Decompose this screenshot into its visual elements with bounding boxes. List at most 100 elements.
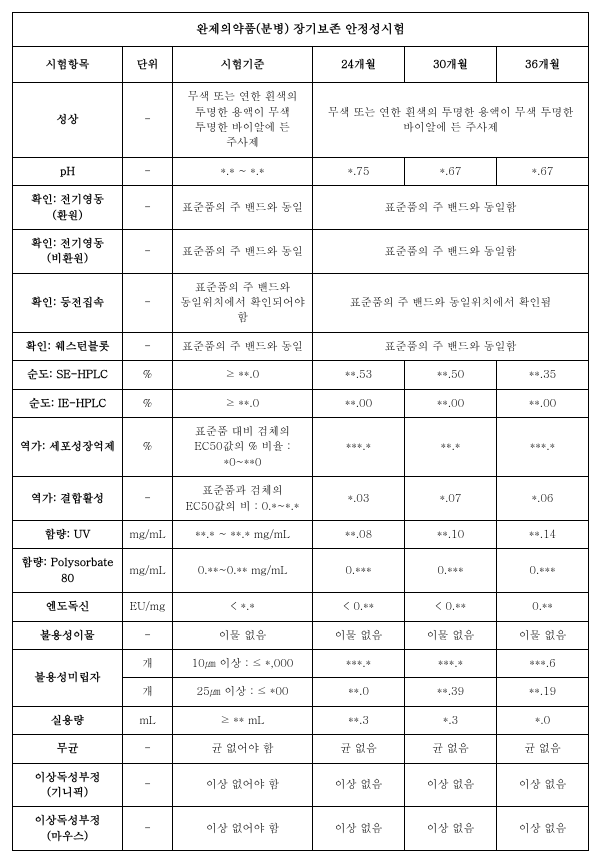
cell-30m: 이상 없음 bbox=[405, 807, 497, 851]
cell-unit: 개 bbox=[123, 649, 173, 677]
cell-30m: *.3 bbox=[405, 706, 497, 734]
cell-unit: - bbox=[123, 186, 173, 230]
cell-criteria: *.* ~ *.* bbox=[173, 157, 313, 185]
row-label: 확인: 전기영동(환원) bbox=[13, 186, 123, 230]
cell-36m: 이상 없음 bbox=[497, 807, 589, 851]
cell-criteria: 이물 없음 bbox=[173, 621, 313, 649]
cell-unit: - bbox=[123, 735, 173, 763]
cell-criteria: 표준품과 검체의 EC50값의 비 : 0.*~*.* bbox=[173, 477, 313, 521]
cell-unit: - bbox=[123, 83, 173, 158]
cell-30m: **.* bbox=[405, 418, 497, 477]
cell-criteria: 이상 없어야 함 bbox=[173, 763, 313, 807]
row-label: 불용성미립자 bbox=[13, 649, 123, 706]
cell-24m: *.75 bbox=[313, 157, 405, 185]
cell-unit: - bbox=[123, 807, 173, 851]
cell-36m: **.00 bbox=[497, 389, 589, 417]
row-label: 성상 bbox=[13, 83, 123, 158]
cell-24m: ***.* bbox=[313, 649, 405, 677]
cell-criteria: ≥ **.0 bbox=[173, 361, 313, 389]
cell-24m: **.08 bbox=[313, 521, 405, 549]
cell-24m: 균 없음 bbox=[313, 735, 405, 763]
cell-36m: 균 없음 bbox=[497, 735, 589, 763]
row-label: 순도: IE-HPLC bbox=[13, 389, 123, 417]
cell-criteria: ≥ ** mL bbox=[173, 706, 313, 734]
cell-merged: 무색 또는 연한 흰색의 투명한 용액이 무색 투명한 바이알에 든 주사제 bbox=[313, 83, 589, 158]
cell-24m: **.00 bbox=[313, 389, 405, 417]
header-unit: 단위 bbox=[123, 46, 173, 82]
table-row: 불용성이물 - 이물 없음 이물 없음 이물 없음 이물 없음 bbox=[13, 621, 589, 649]
cell-criteria: 표준품의 주 밴드와 동일 bbox=[173, 229, 313, 273]
row-label: 실용량 bbox=[13, 706, 123, 734]
row-label: 순도: SE-HPLC bbox=[13, 361, 123, 389]
row-label: 함량: UV bbox=[13, 521, 123, 549]
cell-merged: 표준품의 주 밴드와 동일함 bbox=[313, 229, 589, 273]
table-row: 무균 - 균 없어야 함 균 없음 균 없음 균 없음 bbox=[13, 735, 589, 763]
cell-24m: **.0 bbox=[313, 678, 405, 706]
cell-30m: 이물 없음 bbox=[405, 621, 497, 649]
cell-24m: 이물 없음 bbox=[313, 621, 405, 649]
row-label: 이상독성부정 (기니픽) bbox=[13, 763, 123, 807]
cell-merged: 표준품의 주 밴드와 동일위치에서 확인됨 bbox=[313, 273, 589, 332]
cell-unit: - bbox=[123, 621, 173, 649]
row-label: 엔도독신 bbox=[13, 593, 123, 621]
header-24m: 24개월 bbox=[313, 46, 405, 82]
cell-30m: 이상 없음 bbox=[405, 763, 497, 807]
cell-30m: *.07 bbox=[405, 477, 497, 521]
cell-36m: *.06 bbox=[497, 477, 589, 521]
cell-unit: % bbox=[123, 361, 173, 389]
cell-36m: **.19 bbox=[497, 678, 589, 706]
table-row: pH - *.* ~ *.* *.75 *.67 *.67 bbox=[13, 157, 589, 185]
table-row: 순도: SE-HPLC % ≥ **.0 **.53 **.50 **.35 bbox=[13, 361, 589, 389]
row-label: 무균 bbox=[13, 735, 123, 763]
cell-unit: mg/mL bbox=[123, 549, 173, 593]
table-row: 확인: 전기영동(환원) - 표준품의 주 밴드와 동일 표준품의 주 밴드와 … bbox=[13, 186, 589, 230]
cell-30m: **.39 bbox=[405, 678, 497, 706]
cell-24m: ***.* bbox=[313, 418, 405, 477]
stability-table: 완제의약품(분병) 장기보존 안정성시험 시험항목 단위 시험기준 24개월 3… bbox=[12, 12, 589, 851]
cell-36m: 0.** bbox=[497, 593, 589, 621]
cell-criteria: 10㎛ 이상 : ≤ *,000 bbox=[173, 649, 313, 677]
table-row: 불용성미립자 개 10㎛ 이상 : ≤ *,000 ***.* ***.* **… bbox=[13, 649, 589, 677]
cell-24m: < 0.** bbox=[313, 593, 405, 621]
cell-30m: **.10 bbox=[405, 521, 497, 549]
cell-30m: **.00 bbox=[405, 389, 497, 417]
cell-24m: 이상 없음 bbox=[313, 807, 405, 851]
table-row: 확인: 전기영동 (비환원) - 표준품의 주 밴드와 동일 표준품의 주 밴드… bbox=[13, 229, 589, 273]
row-label: 확인: 웨스턴블롯 bbox=[13, 332, 123, 360]
cell-criteria: 25㎛ 이상 : ≤ *00 bbox=[173, 678, 313, 706]
cell-criteria: 균 없어야 함 bbox=[173, 735, 313, 763]
cell-criteria: 표준품 대비 검체의 EC50값의 % 비율 : *0~**0 bbox=[173, 418, 313, 477]
cell-30m: *.67 bbox=[405, 157, 497, 185]
cell-unit: EU/mg bbox=[123, 593, 173, 621]
cell-criteria: 0.**~0.** mg/mL bbox=[173, 549, 313, 593]
cell-criteria: 표준품의 주 밴드와 동일위치에서 확인되어야 함 bbox=[173, 273, 313, 332]
cell-36m: **.35 bbox=[497, 361, 589, 389]
cell-24m: 0.*** bbox=[313, 549, 405, 593]
cell-merged: 표준품의 주 밴드와 동일함 bbox=[313, 332, 589, 360]
table-row: 엔도독신 EU/mg < *.* < 0.** < 0.** 0.** bbox=[13, 593, 589, 621]
cell-36m: *.0 bbox=[497, 706, 589, 734]
cell-30m: < 0.** bbox=[405, 593, 497, 621]
cell-36m: **.14 bbox=[497, 521, 589, 549]
cell-criteria: **.* ~ **.* mg/mL bbox=[173, 521, 313, 549]
cell-unit: 개 bbox=[123, 678, 173, 706]
table-row: 확인: 웨스턴블롯 - 표준품의 주 밴드와 동일 표준품의 주 밴드와 동일함 bbox=[13, 332, 589, 360]
table-row: 성상 - 무색 또는 연한 흰색의 투명한 용액이 무색 투명한 바이알에 든 … bbox=[13, 83, 589, 158]
row-label: 이상독성부정 (마우스) bbox=[13, 807, 123, 851]
cell-criteria: 이상 없어야 함 bbox=[173, 807, 313, 851]
row-label: 함량: Polysorbate 80 bbox=[13, 549, 123, 593]
table-row: 실용량 mL ≥ ** mL **.3 *.3 *.0 bbox=[13, 706, 589, 734]
cell-24m: 이상 없음 bbox=[313, 763, 405, 807]
cell-24m: **.53 bbox=[313, 361, 405, 389]
row-label: 역가: 세포성장억제 bbox=[13, 418, 123, 477]
table-row: 순도: IE-HPLC % ≥ **.0 **.00 **.00 **.00 bbox=[13, 389, 589, 417]
cell-36m: ***.* bbox=[497, 418, 589, 477]
table-row: 이상독성부정 (마우스) - 이상 없어야 함 이상 없음 이상 없음 이상 없… bbox=[13, 807, 589, 851]
cell-criteria: 표준품의 주 밴드와 동일 bbox=[173, 332, 313, 360]
cell-36m: *.67 bbox=[497, 157, 589, 185]
cell-24m: **.3 bbox=[313, 706, 405, 734]
table-row: 확인: 등전집속 - 표준품의 주 밴드와 동일위치에서 확인되어야 함 표준품… bbox=[13, 273, 589, 332]
row-label: 역가: 결합활성 bbox=[13, 477, 123, 521]
header-30m: 30개월 bbox=[405, 46, 497, 82]
cell-unit: mL bbox=[123, 706, 173, 734]
